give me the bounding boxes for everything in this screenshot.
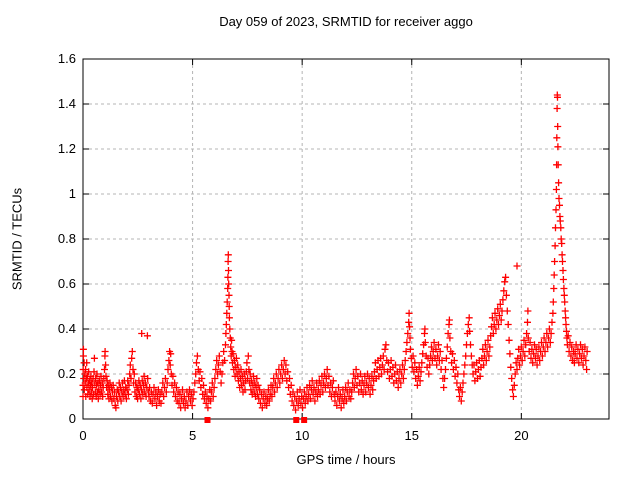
y-tick-label: 1 xyxy=(68,186,76,201)
y-tick-label: 1.6 xyxy=(57,51,76,66)
y-tick-label: 1.4 xyxy=(57,96,76,111)
x-tick-label: 15 xyxy=(404,428,419,443)
x-tick-label: 20 xyxy=(514,428,529,443)
y-tick-label: 0 xyxy=(68,411,76,426)
x-axis-label: GPS time / hours xyxy=(296,452,396,467)
x-tick-label: 10 xyxy=(294,428,310,443)
y-tick-label: 0.6 xyxy=(57,276,76,291)
y-tick-label: 0.2 xyxy=(57,366,76,381)
x-tick-label: 5 xyxy=(188,428,197,443)
chart-title: Day 059 of 2023, SRMTID for receiver agg… xyxy=(219,14,473,29)
y-axis-label: SRMTID / TECUs xyxy=(9,187,25,291)
y-tick-label: 0.4 xyxy=(57,321,76,336)
y-tick-label: 1.2 xyxy=(57,141,76,156)
y-tick-label: 0.8 xyxy=(57,231,76,246)
x-tick-label: 0 xyxy=(79,428,87,443)
